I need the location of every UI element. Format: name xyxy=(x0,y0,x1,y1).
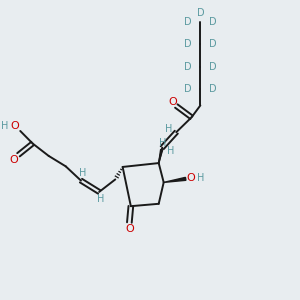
Text: H: H xyxy=(1,121,9,130)
Text: D: D xyxy=(196,8,204,18)
Text: O: O xyxy=(10,121,19,130)
Text: D: D xyxy=(184,17,192,27)
Polygon shape xyxy=(164,177,186,182)
Text: D: D xyxy=(184,84,192,94)
Text: D: D xyxy=(209,40,217,50)
Text: H: H xyxy=(158,138,166,148)
Text: H: H xyxy=(167,146,174,156)
Text: O: O xyxy=(168,97,177,106)
Text: D: D xyxy=(209,84,217,94)
Text: D: D xyxy=(184,40,192,50)
Text: H: H xyxy=(197,173,204,183)
Text: D: D xyxy=(209,62,217,72)
Text: D: D xyxy=(184,62,192,72)
Text: H: H xyxy=(79,169,86,178)
Polygon shape xyxy=(159,149,163,163)
Text: H: H xyxy=(97,194,104,204)
Text: O: O xyxy=(10,155,19,165)
Text: D: D xyxy=(209,17,217,27)
Text: H: H xyxy=(165,124,173,134)
Text: O: O xyxy=(187,173,195,183)
Text: O: O xyxy=(125,224,134,234)
